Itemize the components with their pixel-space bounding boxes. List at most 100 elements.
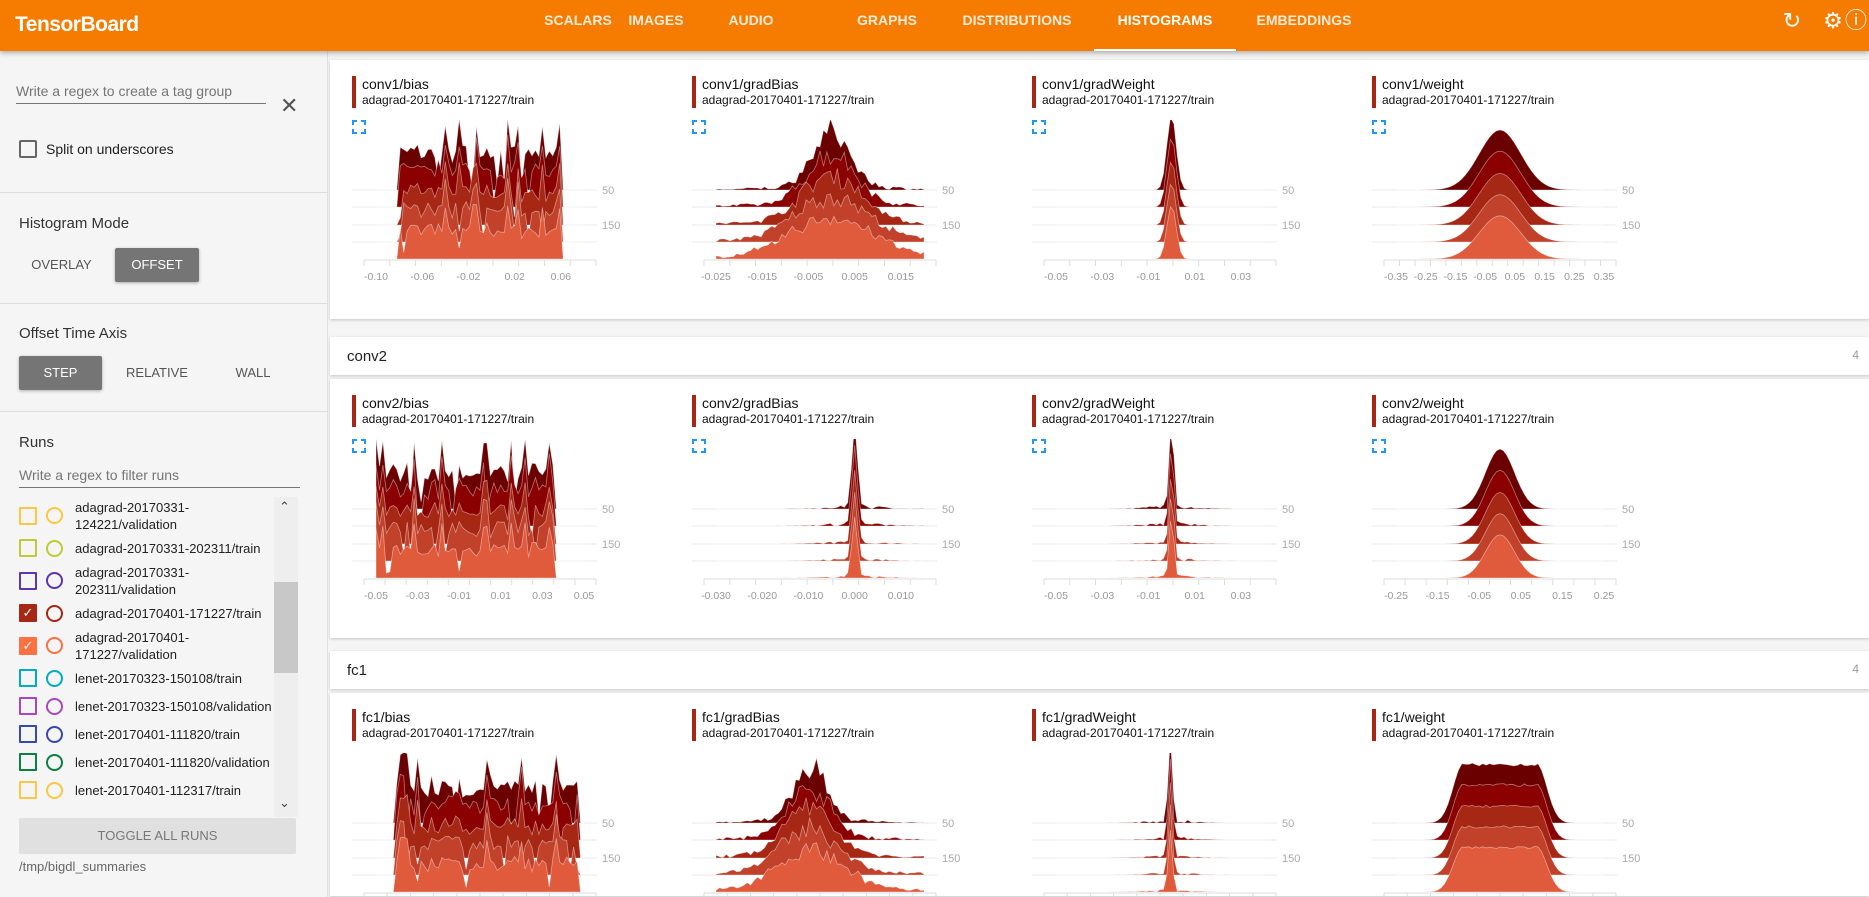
run-checkbox[interactable]: ✓: [19, 636, 37, 655]
split-underscores-checkbox[interactable]: [19, 140, 37, 158]
run-checkbox[interactable]: [19, 725, 37, 743]
run-color-circle-icon[interactable]: [46, 572, 63, 589]
run-item[interactable]: adagrad-20170331-202311/validation: [19, 562, 274, 599]
run-item[interactable]: lenet-20170323-150108/validation: [19, 692, 274, 720]
help-icon[interactable]: ⓘ: [1844, 8, 1867, 33]
step-button[interactable]: STEP: [19, 356, 102, 390]
scroll-down-icon[interactable]: ⌄: [279, 795, 290, 810]
step-label: 150: [1282, 220, 1300, 232]
histogram-chart: conv1/gradBias adagrad-20170401-171227/tr…: [692, 60, 1012, 315]
run-checkbox[interactable]: [19, 781, 37, 799]
step-label: 50: [1622, 818, 1634, 830]
divider: [0, 192, 328, 193]
run-color-circle-icon[interactable]: [46, 539, 63, 557]
run-label: adagrad-20170331-202311/validation: [75, 564, 190, 597]
x-tick-label: 0.25: [1564, 271, 1585, 283]
group-header-fc1[interactable]: fc1 4: [330, 651, 1869, 689]
top-app-bar: TensorBoard SCALARS IMAGES AUDIO GRAPHS …: [0, 0, 1869, 51]
expand-icon[interactable]: [352, 120, 366, 134]
x-tick-label: -0.25: [1414, 271, 1438, 283]
refresh-icon[interactable]: ↻: [1782, 8, 1802, 33]
histogram-plot: 50 150 -0.35 -0.25 -0.15 -0.05 0.05 0.15 0.25 0.3…: [1372, 129, 1640, 283]
overlay-button[interactable]: OVERLAY: [31, 257, 92, 272]
run-color-circle-icon[interactable]: [46, 753, 63, 771]
runs-filter-input[interactable]: Write a regex to filter runs: [19, 467, 300, 488]
histogram-ridge: [376, 836, 584, 893]
chart-run: adagrad-20170401-171227/train: [1042, 412, 1215, 426]
chart-run: adagrad-20170401-171227/train: [702, 93, 875, 107]
run-item[interactable]: lenet-20170323-150108/train: [19, 664, 274, 692]
x-tick-label: -0.020: [747, 590, 777, 602]
x-tick-label: 0.05: [1511, 590, 1532, 602]
x-tick-label: -0.03: [1090, 590, 1114, 602]
run-label: adagrad-20170401-171227/validation: [75, 629, 190, 662]
scrollbar-thumb[interactable]: [274, 582, 298, 673]
run-checkbox[interactable]: [19, 669, 37, 687]
run-checkbox[interactable]: [19, 539, 37, 557]
run-item[interactable]: lenet-20170401-112317/train: [19, 776, 274, 804]
run-item[interactable]: lenet-20170401-111820/validation: [19, 748, 274, 776]
x-tick-label: -0.015: [747, 271, 777, 283]
expand-icon[interactable]: [1372, 439, 1386, 453]
chart-tag: conv2/gradWeight: [1042, 395, 1155, 411]
chart-run: adagrad-20170401-171227/train: [1382, 412, 1555, 426]
tab-scalars[interactable]: SCALARS: [544, 12, 612, 28]
tab-images[interactable]: IMAGES: [628, 12, 684, 28]
run-checkbox[interactable]: ✓: [19, 604, 37, 622]
close-icon[interactable]: ✕: [280, 93, 299, 118]
histogram-plot: 50 150: [352, 753, 620, 896]
tab-histograms[interactable]: HISTOGRAMS: [1094, 0, 1236, 51]
run-checkbox[interactable]: [19, 753, 37, 771]
step-label: 150: [942, 220, 960, 232]
histogram-chart: conv2/gradBias adagrad-20170401-171227/tr…: [692, 379, 1012, 634]
run-color-circle-icon[interactable]: [46, 507, 63, 524]
step-label: 50: [1282, 818, 1294, 830]
x-tick-label: -0.01: [1136, 590, 1160, 602]
run-item[interactable]: ✓ adagrad-20170401-171227/validation: [19, 627, 274, 664]
expand-icon[interactable]: [692, 439, 706, 453]
run-color-circle-icon[interactable]: [46, 637, 63, 654]
chart-title-block: conv2/bias adagrad-20170401-171227/train: [352, 395, 534, 427]
x-tick-label: 0.05: [1505, 271, 1526, 283]
expand-icon[interactable]: [352, 439, 366, 453]
run-color-circle-icon[interactable]: [46, 669, 63, 687]
expand-icon[interactable]: [1372, 120, 1386, 134]
run-color-circle-icon[interactable]: [46, 604, 63, 622]
expand-icon[interactable]: [1032, 439, 1046, 453]
histogram-ridge: [716, 469, 925, 545]
scroll-up-icon[interactable]: ⌃: [279, 499, 290, 514]
expand-icon[interactable]: [692, 120, 706, 134]
tab-audio[interactable]: AUDIO: [728, 12, 774, 28]
histogram-ridge: [1056, 205, 1264, 260]
settings-icon[interactable]: ⚙: [1823, 8, 1843, 33]
run-item[interactable]: adagrad-20170331-202311/train: [19, 534, 274, 562]
histogram-chart: conv2/weight adagrad-20170401-171227/trai…: [1372, 379, 1692, 634]
run-checkbox[interactable]: [19, 571, 37, 590]
histogram-chart: fc1/weight adagrad-20170401-171227/train 5…: [1372, 693, 1692, 896]
run-checkbox[interactable]: [19, 697, 37, 715]
relative-button[interactable]: RELATIVE: [126, 365, 188, 380]
expand-icon[interactable]: [1032, 120, 1046, 134]
step-label: 150: [1622, 220, 1640, 232]
tab-graphs[interactable]: GRAPHS: [857, 12, 917, 28]
wall-button[interactable]: WALL: [235, 365, 271, 380]
runs-scrollbar[interactable]: ⌃ ⌄: [274, 497, 298, 817]
tab-embeddings[interactable]: EMBEDDINGS: [1256, 12, 1352, 28]
tab-distributions[interactable]: DISTRIBUTIONS: [962, 12, 1072, 28]
group-header-conv2[interactable]: conv2 4: [330, 337, 1869, 375]
tag-group-input[interactable]: Write a regex to create a tag group: [16, 83, 266, 104]
run-color-circle-icon[interactable]: [46, 781, 63, 799]
run-item[interactable]: ✓ adagrad-20170401-171227/train: [19, 599, 274, 627]
chart-run: adagrad-20170401-171227/train: [1382, 93, 1555, 107]
histogram-chart: fc1/gradWeight adagrad-20170401-171227/tr…: [1032, 693, 1352, 896]
run-checkbox[interactable]: [19, 506, 37, 525]
split-underscores-label: Split on underscores: [46, 141, 174, 157]
run-item[interactable]: adagrad-20170331-124221/validation: [19, 497, 274, 534]
offset-button[interactable]: OFFSET: [115, 248, 199, 282]
histogram-ridge: [715, 168, 925, 226]
run-color-circle-icon[interactable]: [46, 725, 63, 743]
run-item[interactable]: lenet-20170401-111820/train: [19, 720, 274, 748]
toggle-all-runs-button[interactable]: TOGGLE ALL RUNS: [19, 818, 296, 854]
x-tick-label: -0.05: [1473, 271, 1497, 283]
run-color-circle-icon[interactable]: [46, 697, 63, 715]
